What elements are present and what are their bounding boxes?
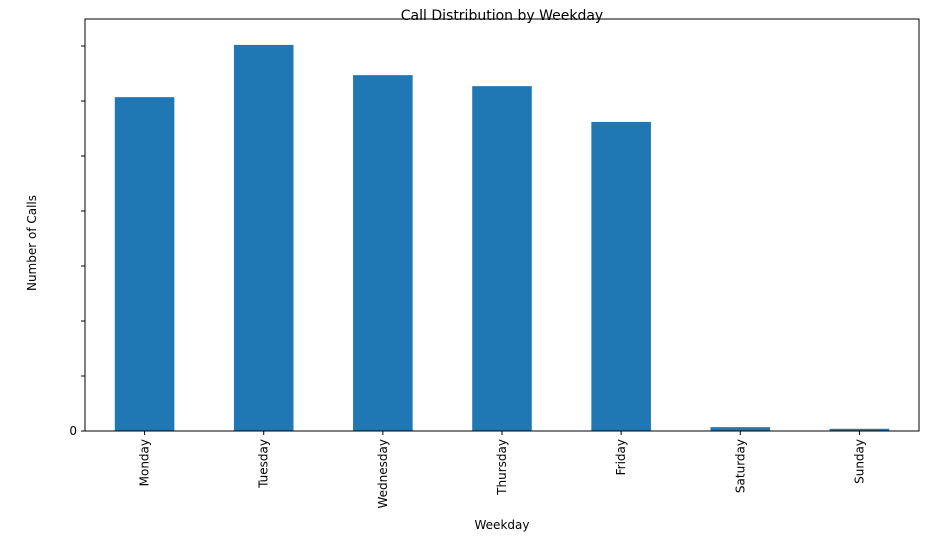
bar-wednesday (353, 75, 413, 432)
bar-tuesday (233, 44, 294, 432)
x-tick-label: Monday (138, 439, 152, 486)
x-tick-label: Tuesday (257, 439, 271, 489)
ticks-layer: Monday Tuesday Wednesday Thursday Friday Satu… (69, 45, 866, 508)
bar-saturday (710, 427, 771, 431)
x-tick-label: Thursday (495, 439, 509, 496)
bar-friday (591, 121, 651, 432)
y-tick-label: 0 (69, 424, 77, 438)
bar-thursday (472, 86, 532, 432)
bar-monday (114, 97, 175, 432)
x-tick-label: Wednesday (376, 439, 390, 508)
x-axis-label: Weekday (475, 518, 530, 532)
y-axis-label: Number of Calls (25, 195, 39, 291)
chart-title: Call Distribution by Weekday (401, 8, 603, 24)
x-tick-label: Sunday (852, 439, 866, 484)
bars-layer (114, 44, 890, 432)
x-tick-label: Saturday (733, 439, 747, 493)
x-tick-label: Friday (614, 439, 628, 475)
bar-sunday (829, 428, 890, 431)
plot-frame (84, 18, 920, 432)
